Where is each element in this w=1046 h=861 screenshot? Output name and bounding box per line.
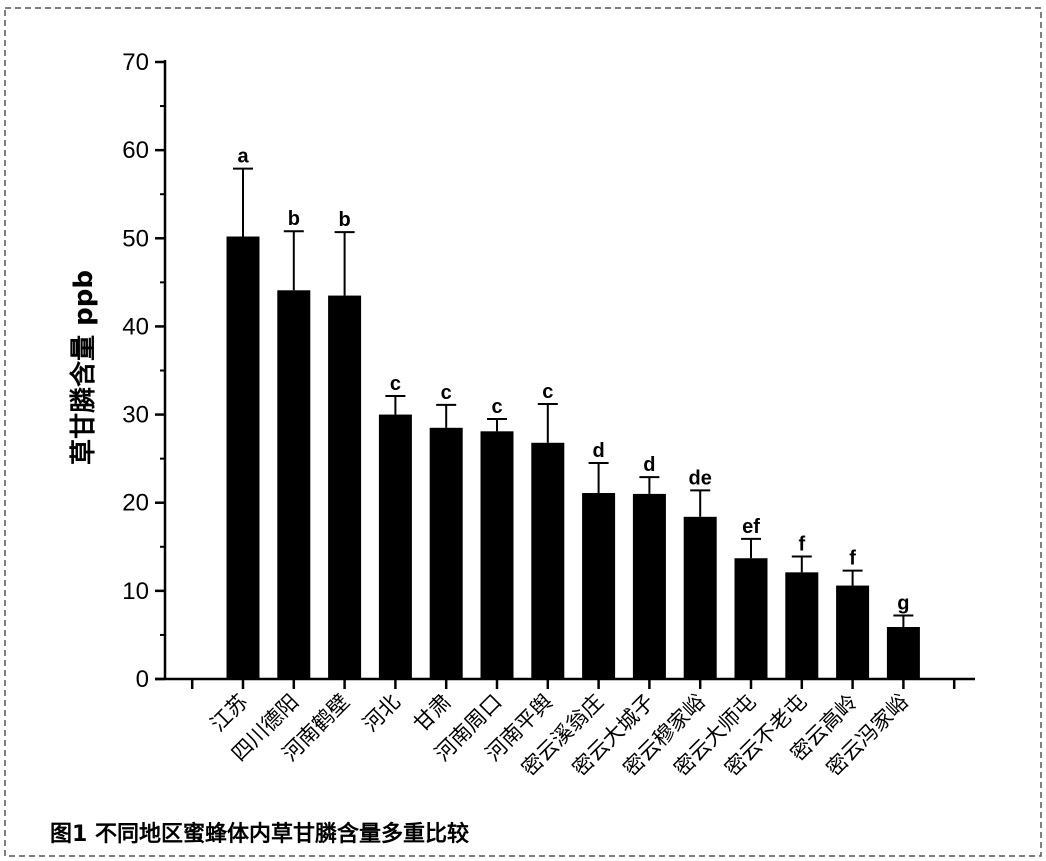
y-tick-label: 40: [122, 313, 149, 340]
significance-label: c: [491, 396, 502, 418]
significance-label: a: [237, 146, 249, 168]
y-tick-label: 20: [122, 490, 149, 517]
significance-label: f: [849, 548, 856, 570]
bar-12: [836, 585, 870, 679]
significance-label: d: [643, 454, 655, 476]
bar-11: [785, 572, 819, 679]
bar-9: [683, 516, 717, 679]
bar-2: [328, 295, 362, 679]
significance-label: g: [897, 593, 909, 615]
y-tick-label: 70: [122, 49, 149, 76]
bar-3: [378, 414, 412, 679]
significance-label: d: [592, 440, 604, 462]
significance-label: c: [390, 373, 401, 395]
y-tick-label: 0: [136, 666, 149, 693]
significance-label: f: [798, 533, 805, 555]
y-tick-label: 60: [122, 137, 149, 164]
significance-label: c: [441, 382, 452, 404]
significance-label: b: [288, 208, 300, 230]
bar-5: [480, 431, 514, 679]
bar-1: [277, 290, 311, 679]
error-bars: [233, 167, 914, 627]
y-ticks: 0 10 20 30 40 50 60 70: [122, 49, 165, 693]
x-ticks: [190, 679, 956, 689]
y-tick-label: 50: [122, 225, 149, 252]
significance-label: c: [542, 381, 553, 403]
category-label: 河北: [358, 690, 405, 737]
significance-label: b: [338, 209, 350, 231]
significance-label: de: [689, 467, 712, 489]
bar-6: [531, 442, 565, 679]
y-tick-label: 10: [122, 578, 149, 605]
bar-7: [582, 493, 616, 679]
figure-border: [4, 7, 1042, 857]
figure-caption: 图1 不同地区蜜蜂体内草甘膦含量多重比较: [50, 822, 469, 847]
bars: [226, 236, 920, 679]
significance-label: ef: [742, 516, 760, 538]
y-tick-label: 30: [122, 402, 149, 429]
bar-8: [632, 493, 666, 679]
bar-0: [226, 236, 260, 679]
y-axis-label: 草甘膦含量 ppb: [68, 270, 99, 465]
bar-13: [886, 626, 920, 679]
bar-4: [429, 427, 463, 679]
bar-10: [734, 558, 768, 679]
significance-labels: a b b c c c c d d de ef f f g: [237, 146, 909, 615]
